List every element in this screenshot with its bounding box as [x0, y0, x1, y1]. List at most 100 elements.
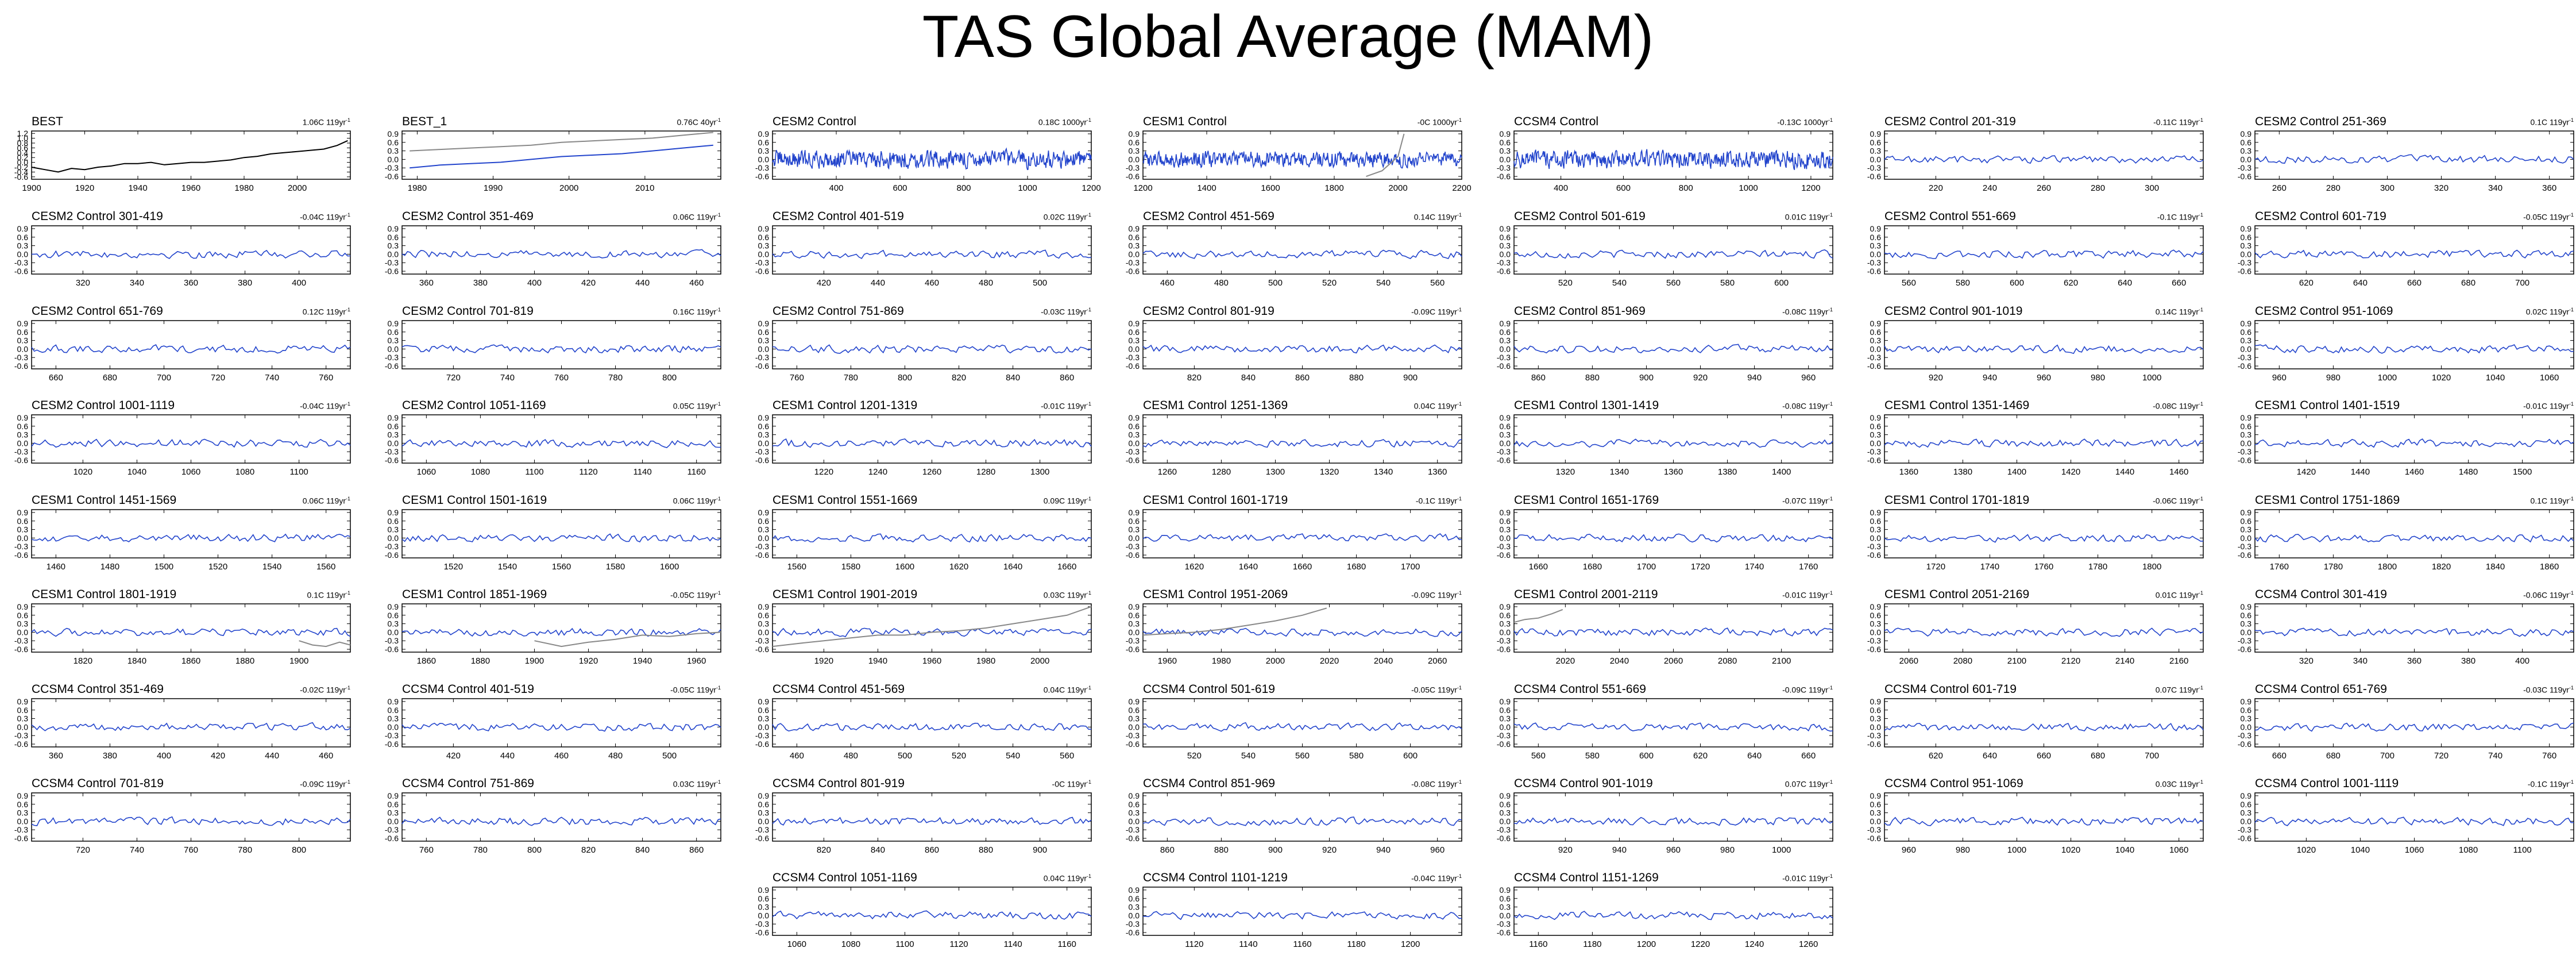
x-tick-label: 620 — [2064, 278, 2078, 288]
trend-unit-exponent: -1 — [1086, 401, 1091, 407]
x-tick-label: 560 — [1531, 751, 1546, 761]
y-tick-label: 0.6 — [758, 517, 770, 526]
trend-unit-exponent: -1 — [1828, 873, 1833, 879]
y-tick-label: 0.9 — [1500, 602, 1511, 611]
y-tick-label: 0.3 — [1870, 147, 1882, 156]
panel-title: CESM2 Control 951-1069 — [2255, 305, 2393, 318]
x-tick-label: 1040 — [2115, 845, 2134, 855]
trend-unit-exponent: -1 — [1086, 212, 1091, 218]
x-tick-label: 1260 — [1158, 467, 1177, 477]
x-tick-label: 1780 — [2088, 562, 2107, 572]
x-tick-label: 860 — [1531, 373, 1546, 383]
series-line — [1514, 533, 1833, 543]
y-tick-label: -0.6 — [1126, 267, 1140, 276]
trend-label: 0.06C 119yr-1 — [673, 212, 721, 222]
panel-plot: -0.6-0.30.00.30.60.9 860 880 900 920 940 960 — [1497, 319, 1833, 383]
x-tick-label: 400 — [292, 278, 306, 288]
y-tick-label: 0.9 — [2241, 319, 2252, 328]
x-tick-label: 820 — [1187, 373, 1202, 383]
y-tick-label: -0.6 — [1497, 928, 1511, 937]
trend-label: 0.02C 119yr-1 — [2525, 307, 2574, 317]
y-tick-label: 0.3 — [1500, 808, 1511, 818]
y-tick-label: 0.3 — [758, 808, 770, 818]
x-tick-label: 460 — [689, 278, 704, 288]
trend-label: -0.01C 119yr-1 — [2523, 401, 2574, 411]
panel-title: CCSM4 Control 751-869 — [402, 777, 534, 790]
trend-unit-exponent: -1 — [2569, 779, 2574, 785]
trend-unit-exponent: -1 — [1457, 685, 1462, 691]
x-tick-label: 460 — [319, 751, 333, 761]
trend-unit-exponent: -1 — [716, 496, 721, 502]
x-tick-label: 680 — [103, 373, 117, 383]
y-tick-label: -0.3 — [14, 825, 28, 834]
y-tick-label: -0.6 — [385, 739, 399, 749]
y-tick-label: -0.3 — [755, 919, 769, 928]
panel-title: CESM2 Control 601-719 — [2255, 210, 2386, 223]
panel: CESM1 Control 1501-1619 0.06C 119yr-1 -0.6… — [370, 486, 729, 580]
panel-plot: -0.6-0.30.00.30.60.9 660 680 700 720 740 760 — [2238, 697, 2574, 761]
x-tick-label: 1360 — [1428, 467, 1447, 477]
y-tick-label: -0.3 — [385, 447, 399, 456]
y-tick-label: 0.6 — [1870, 517, 1882, 526]
x-tick-label: 1040 — [128, 467, 146, 477]
y-tick-label: 0.6 — [758, 327, 770, 337]
y-tick-label: -0.3 — [1867, 636, 1881, 645]
x-tick-label: 1060 — [181, 467, 200, 477]
y-tick-label: 0.6 — [17, 800, 29, 809]
y-tick-label: -0.6 — [755, 267, 769, 276]
x-tick-label: 2080 — [1718, 656, 1737, 666]
panel-title: CCSM4 Control 651-769 — [2255, 683, 2387, 696]
y-tick-label: -0.6 — [385, 456, 399, 465]
y-tick-label: -0.3 — [1497, 542, 1511, 551]
panel: CESM2 Control 251-369 0.1C 119yr-1 -0.6 -0.… — [2223, 107, 2576, 201]
y-tick-label: 0.0 — [1500, 533, 1511, 542]
x-tick-label: 2080 — [1953, 656, 1972, 666]
y-tick-label: 0.3 — [2241, 241, 2252, 251]
x-tick-label: 680 — [2461, 278, 2475, 288]
plot-frame — [1513, 320, 1833, 369]
plot-frame — [1513, 887, 1833, 936]
series-line — [32, 249, 351, 259]
y-tick-label: 0.9 — [2241, 697, 2252, 706]
x-tick-label: 1800 — [2378, 562, 2397, 572]
y-tick-label: 0.9 — [1500, 319, 1511, 328]
panel-title: BEST — [32, 115, 63, 128]
y-tick-label: 0.9 — [2241, 413, 2252, 422]
x-tick-label: 620 — [1693, 751, 1708, 761]
panel-title: CCSM4 Control 801-919 — [773, 777, 905, 790]
y-tick-label: 0.0 — [758, 816, 770, 826]
panel-plot: -0.6-0.30.00.30.60.9 1360 1380 1400 1420 1440… — [1867, 413, 2204, 477]
y-tick-label: 0.3 — [758, 619, 770, 629]
panel-title: CCSM4 Control 451-569 — [773, 683, 905, 696]
x-tick-label: 1340 — [1610, 467, 1629, 477]
trend-label: -0.11C 119yr-1 — [2153, 117, 2203, 127]
panel-plot: -0.6-0.30.00.30.60.9 1620 1640 1660 1680 1700 — [1126, 508, 1462, 572]
plot-frame — [401, 320, 721, 369]
y-tick-label: -0.3 — [755, 825, 769, 834]
x-tick-label: 2000 — [288, 183, 307, 193]
x-tick-label: 1380 — [1718, 467, 1737, 477]
x-tick-label: 1420 — [2061, 467, 2080, 477]
y-tick-label: -0.6 — [755, 361, 769, 371]
x-tick-label: 840 — [1006, 373, 1020, 383]
panel-plot: -0.6-0.30.00.30.60.9 1520 1540 1560 1580 1600 — [385, 508, 721, 572]
y-tick-label: 0.6 — [1500, 706, 1511, 715]
x-tick-label: 320 — [76, 278, 90, 288]
trend-unit-exponent: -1 — [1457, 873, 1462, 879]
x-tick-label: 660 — [49, 373, 63, 383]
y-tick-label: 0.3 — [758, 525, 770, 534]
plot-frame — [1884, 509, 2204, 558]
y-tick-label: -0.3 — [1126, 447, 1140, 456]
panel: CESM1 Control 2001-2119 -0.01C 119yr-1 -0.… — [1482, 580, 1841, 674]
trend-label: 0.07C 119yr-1 — [2155, 685, 2203, 695]
y-tick-label: -0.6 — [1867, 267, 1881, 276]
y-tick-label: 0.6 — [1500, 611, 1511, 620]
x-tick-label: 1680 — [1347, 562, 1366, 572]
x-tick-label: 800 — [956, 183, 971, 193]
x-tick-label: 1060 — [2405, 845, 2424, 855]
trend-label: 0.04C 119yr-1 — [1043, 873, 1091, 883]
y-tick-label: -0.3 — [1497, 919, 1511, 928]
y-tick-label: 0.6 — [1870, 611, 1882, 620]
x-tick-label: 1340 — [1374, 467, 1393, 477]
x-tick-label: 1820 — [2432, 562, 2451, 572]
